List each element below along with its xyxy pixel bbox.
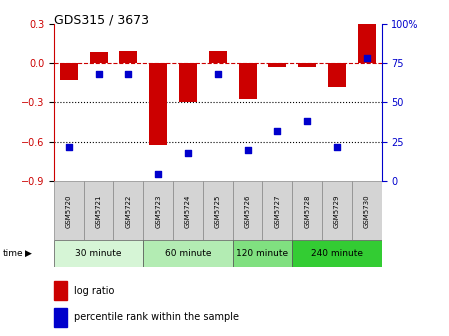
Bar: [143, 181, 173, 240]
Bar: [114, 181, 143, 240]
Point: [185, 150, 192, 156]
Text: GSM5727: GSM5727: [274, 194, 280, 227]
Bar: [54, 281, 67, 300]
Text: log ratio: log ratio: [74, 286, 114, 296]
Bar: [209, 51, 227, 63]
Point: [154, 171, 162, 176]
Bar: [263, 181, 292, 240]
Bar: [292, 240, 382, 267]
Bar: [119, 51, 137, 63]
Bar: [54, 240, 143, 267]
Text: percentile rank within the sample: percentile rank within the sample: [74, 312, 238, 323]
Bar: [298, 63, 316, 67]
Point: [333, 144, 340, 150]
Bar: [352, 181, 382, 240]
Bar: [292, 181, 322, 240]
Bar: [54, 181, 84, 240]
Text: 30 minute: 30 minute: [75, 249, 122, 258]
Text: time: time: [2, 249, 23, 258]
Bar: [358, 24, 376, 63]
Bar: [179, 63, 197, 102]
Text: GSM5726: GSM5726: [245, 194, 251, 227]
Text: GSM5728: GSM5728: [304, 194, 310, 227]
Text: ▶: ▶: [25, 249, 31, 258]
Point: [95, 71, 102, 77]
Bar: [328, 63, 346, 87]
Text: GSM5723: GSM5723: [155, 194, 161, 227]
Point: [214, 71, 221, 77]
Text: 240 minute: 240 minute: [311, 249, 363, 258]
Bar: [54, 308, 67, 327]
Text: GSM5722: GSM5722: [125, 194, 132, 227]
Point: [274, 128, 281, 134]
Text: GSM5729: GSM5729: [334, 194, 340, 227]
Bar: [60, 63, 78, 80]
Bar: [238, 63, 256, 98]
Text: GSM5724: GSM5724: [185, 194, 191, 227]
Point: [244, 147, 251, 153]
Text: GSM5725: GSM5725: [215, 194, 221, 227]
Bar: [90, 52, 107, 63]
Bar: [84, 181, 114, 240]
Bar: [173, 181, 203, 240]
Point: [304, 119, 311, 124]
Bar: [233, 181, 263, 240]
Text: 120 minute: 120 minute: [236, 249, 289, 258]
Text: 60 minute: 60 minute: [165, 249, 211, 258]
Point: [363, 55, 370, 61]
Bar: [322, 181, 352, 240]
Text: GSM5720: GSM5720: [66, 194, 72, 227]
Point: [65, 144, 72, 150]
Point: [125, 71, 132, 77]
Bar: [143, 240, 233, 267]
Text: GSM5721: GSM5721: [96, 194, 101, 227]
Bar: [149, 63, 167, 144]
Bar: [203, 181, 233, 240]
Text: GDS315 / 3673: GDS315 / 3673: [54, 13, 149, 27]
Text: GSM5730: GSM5730: [364, 194, 370, 228]
Bar: [269, 63, 286, 67]
Bar: [233, 240, 292, 267]
